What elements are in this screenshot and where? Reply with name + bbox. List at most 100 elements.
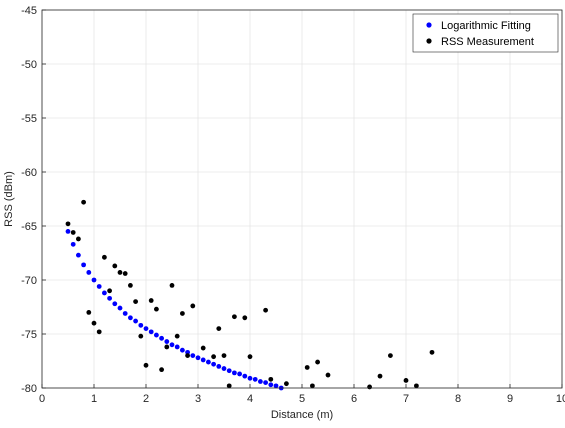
legend: Logarithmic Fitting RSS Measurement	[412, 13, 559, 53]
data-point	[91, 277, 97, 283]
data-point	[221, 353, 227, 358]
x-tick-label: 7	[403, 393, 409, 405]
x-tick-label: 9	[507, 393, 513, 405]
data-point	[96, 284, 102, 289]
data-point	[242, 373, 248, 379]
data-point	[190, 303, 196, 309]
data-point	[81, 199, 86, 205]
data-point	[195, 355, 201, 361]
y-tick-label: -55	[21, 113, 37, 125]
data-point	[143, 326, 149, 331]
y-tick-label: -45	[21, 5, 37, 17]
x-tick-label: 0	[39, 393, 45, 405]
y-axis-title: RSS (dBm)	[3, 171, 15, 227]
data-point	[143, 362, 149, 368]
data-point	[232, 314, 237, 320]
data-point	[112, 301, 118, 307]
data-point	[268, 376, 274, 382]
data-point	[185, 353, 191, 358]
data-point	[107, 295, 112, 301]
data-point	[159, 367, 165, 373]
ticks: 0 1 2 3 4 5 6 7 8 9 10 -80 -75 -70 -65 -60 -55 -50 -45	[21, 5, 565, 405]
data-point	[247, 375, 253, 381]
data-point	[154, 306, 159, 312]
data-point	[304, 365, 310, 370]
data-point	[377, 373, 383, 379]
data-point	[65, 221, 71, 227]
data-point	[159, 335, 165, 341]
data-point	[154, 332, 159, 338]
y-tick-label: -65	[21, 221, 37, 233]
data-point	[148, 298, 154, 303]
data-point	[200, 345, 206, 351]
data-point	[169, 342, 175, 348]
data-point	[117, 270, 123, 275]
data-point	[258, 379, 263, 384]
y-tick-label: -75	[21, 329, 37, 341]
data-point	[174, 333, 180, 339]
data-point	[148, 329, 154, 335]
data-point	[252, 376, 258, 382]
data-point	[429, 349, 435, 355]
data-point	[403, 378, 409, 383]
y-tick-label: -70	[21, 275, 37, 287]
x-tick-label: 8	[455, 393, 461, 405]
legend-label-rss-measurement: RSS Measurement	[441, 36, 534, 48]
legend-label-logarithmic-fitting: Logarithmic Fitting	[441, 20, 531, 32]
data-point	[70, 241, 76, 247]
data-point	[268, 382, 274, 388]
data-point	[216, 326, 222, 331]
x-tick-label: 1	[91, 393, 97, 405]
data-point	[315, 359, 320, 365]
y-tick-label: -60	[21, 167, 37, 179]
data-point	[122, 271, 128, 276]
data-point	[96, 329, 102, 335]
data-point	[102, 290, 107, 296]
data-point	[190, 353, 196, 358]
data-point	[367, 384, 372, 390]
data-point	[70, 230, 76, 235]
data-point	[112, 263, 118, 269]
legend-marker-logarithmic-fitting	[426, 22, 432, 28]
y-tick-label: -80	[21, 383, 37, 395]
data-point	[242, 315, 248, 321]
data-point	[174, 344, 180, 350]
data-point	[133, 318, 139, 324]
data-point	[86, 270, 92, 275]
x-tick-label: 4	[247, 393, 253, 405]
data-point	[263, 380, 268, 385]
series-rss-measurement	[65, 199, 435, 390]
data-point	[127, 283, 133, 288]
data-point	[310, 383, 315, 389]
data-point	[284, 381, 289, 387]
y-tick-label: -50	[21, 59, 37, 71]
data-point	[81, 262, 86, 268]
data-point	[76, 252, 81, 258]
data-point	[263, 307, 268, 313]
data-point	[221, 366, 227, 371]
legend-marker-rss-measurement	[426, 38, 432, 44]
data-point	[65, 229, 71, 234]
data-point	[164, 339, 170, 344]
data-point	[102, 254, 107, 260]
data-point	[117, 305, 123, 311]
data-point	[200, 357, 206, 363]
data-point	[180, 311, 185, 316]
data-point	[206, 359, 211, 365]
data-point	[237, 371, 243, 377]
data-point	[232, 370, 237, 376]
data-point	[325, 372, 331, 378]
series-logarithmic-fitting	[65, 229, 284, 391]
data-point	[211, 354, 217, 360]
data-point	[247, 354, 253, 360]
data-point	[122, 311, 128, 316]
data-point	[133, 299, 139, 304]
data-point	[86, 310, 92, 315]
data-point	[180, 347, 185, 353]
data-point	[216, 364, 222, 369]
x-tick-label: 2	[143, 393, 149, 405]
x-tick-label: 6	[351, 393, 357, 405]
data-series	[65, 199, 435, 391]
